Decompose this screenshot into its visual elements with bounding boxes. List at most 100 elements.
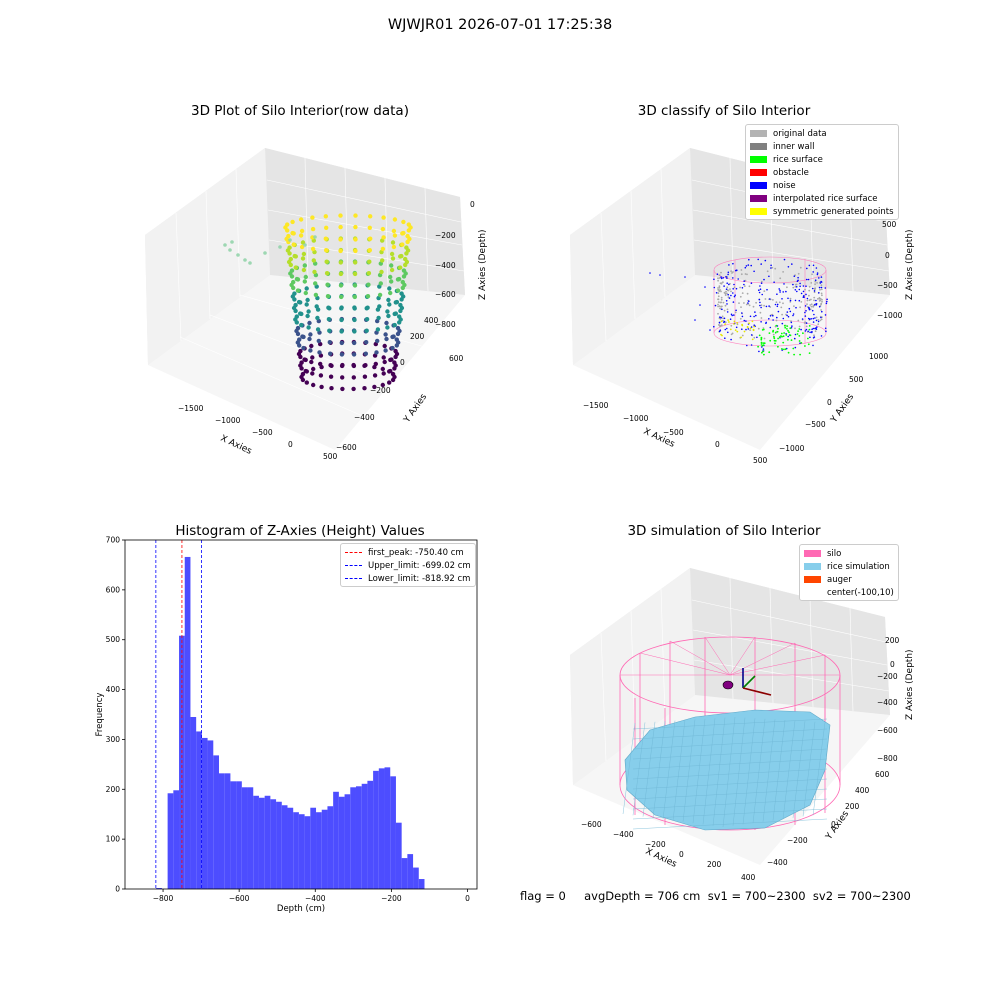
histogram-bar: [173, 790, 180, 889]
legend-entry: noise: [750, 179, 894, 192]
data-point: [718, 285, 721, 288]
data-point: [776, 330, 779, 333]
data-point: [340, 386, 345, 392]
data-point: [776, 305, 779, 308]
data-point: [728, 321, 730, 323]
data-point: [817, 319, 820, 321]
data-point: [718, 324, 721, 327]
data-point: [352, 294, 357, 300]
legend-label: silo: [827, 548, 842, 559]
data-point: [311, 366, 316, 372]
data-point: [797, 276, 799, 279]
data-point: [299, 322, 304, 328]
data-point: [374, 350, 379, 355]
data-point: [743, 330, 746, 333]
histogram-bar: [298, 814, 305, 889]
data-point: [286, 233, 291, 239]
data-point: [718, 290, 721, 293]
raw-data-points: [223, 213, 413, 392]
data-point: [773, 281, 775, 283]
legend-entry: obstacle: [750, 166, 894, 179]
histogram-bar: [156, 888, 162, 889]
data-point: [386, 297, 391, 303]
data-point: [787, 329, 789, 332]
histogram-bar: [316, 812, 322, 889]
data-point: [763, 342, 766, 345]
data-point: [391, 228, 397, 234]
simulation-xtick: 400: [741, 873, 756, 880]
data-point: [808, 328, 811, 331]
data-point: [805, 310, 807, 312]
legend-entry: interpolated rice surface: [750, 192, 894, 205]
mesh-line: [702, 718, 716, 825]
data-point: [387, 286, 392, 291]
data-point: [723, 309, 726, 312]
data-point: [715, 292, 718, 294]
data-point: [789, 334, 792, 337]
data-point: [764, 259, 767, 262]
data-point: [814, 279, 817, 281]
legend-label: auger: [827, 574, 852, 585]
data-point: [819, 282, 822, 284]
data-point: [367, 248, 372, 253]
data-point: [824, 287, 827, 289]
data-point: [790, 321, 793, 324]
data-point: [230, 240, 234, 244]
data-point: [303, 368, 308, 374]
data-point: [812, 271, 814, 273]
data-point: [776, 293, 778, 295]
data-point: [766, 270, 769, 273]
data-point: [812, 337, 815, 339]
data-point: [726, 308, 729, 311]
data-point: [815, 299, 817, 302]
data-point: [753, 336, 756, 339]
data-point: [694, 319, 696, 321]
legend-swatch: [345, 565, 362, 566]
data-point: [807, 337, 809, 340]
legend-swatch: [804, 563, 821, 570]
data-point: [744, 273, 747, 275]
mesh-line: [632, 738, 828, 750]
histogram-bar: [333, 791, 339, 889]
raw-xtick: −1000: [215, 416, 241, 425]
data-point: [805, 278, 808, 281]
data-point: [765, 321, 767, 324]
data-point: [794, 327, 796, 330]
data-point: [772, 314, 774, 317]
data-point: [821, 300, 823, 303]
data-point: [719, 316, 721, 318]
data-point: [720, 277, 723, 280]
data-point: [820, 335, 823, 337]
data-point: [761, 351, 763, 354]
mesh-line: [782, 720, 796, 820]
data-point: [393, 348, 398, 354]
data-point: [808, 306, 810, 309]
data-point: [326, 317, 332, 322]
data-point: [720, 301, 723, 304]
data-point: [778, 301, 781, 304]
data-point: [798, 288, 801, 291]
data-point: [815, 304, 818, 306]
data-point: [301, 267, 307, 273]
data-point: [782, 341, 785, 344]
data-point: [808, 285, 811, 288]
data-point: [352, 306, 357, 311]
data-point: [406, 222, 411, 227]
simulation-xtick: −200: [645, 840, 666, 849]
data-point: [748, 285, 751, 288]
data-point: [824, 327, 827, 330]
data-point: [395, 288, 401, 293]
raw-xtick: −1500: [178, 404, 204, 413]
data-point: [798, 325, 801, 328]
data-point: [404, 251, 409, 256]
data-point: [339, 317, 344, 323]
data-point: [724, 323, 726, 326]
y-tick-label: 400: [106, 685, 121, 694]
data-point: [756, 336, 758, 339]
data-point: [383, 332, 388, 337]
raw-ylabel: Y Axies: [402, 392, 430, 425]
data-point: [726, 303, 728, 305]
y-tick-label: 100: [106, 835, 121, 844]
data-point: [792, 314, 794, 317]
mesh-line: [632, 788, 828, 800]
